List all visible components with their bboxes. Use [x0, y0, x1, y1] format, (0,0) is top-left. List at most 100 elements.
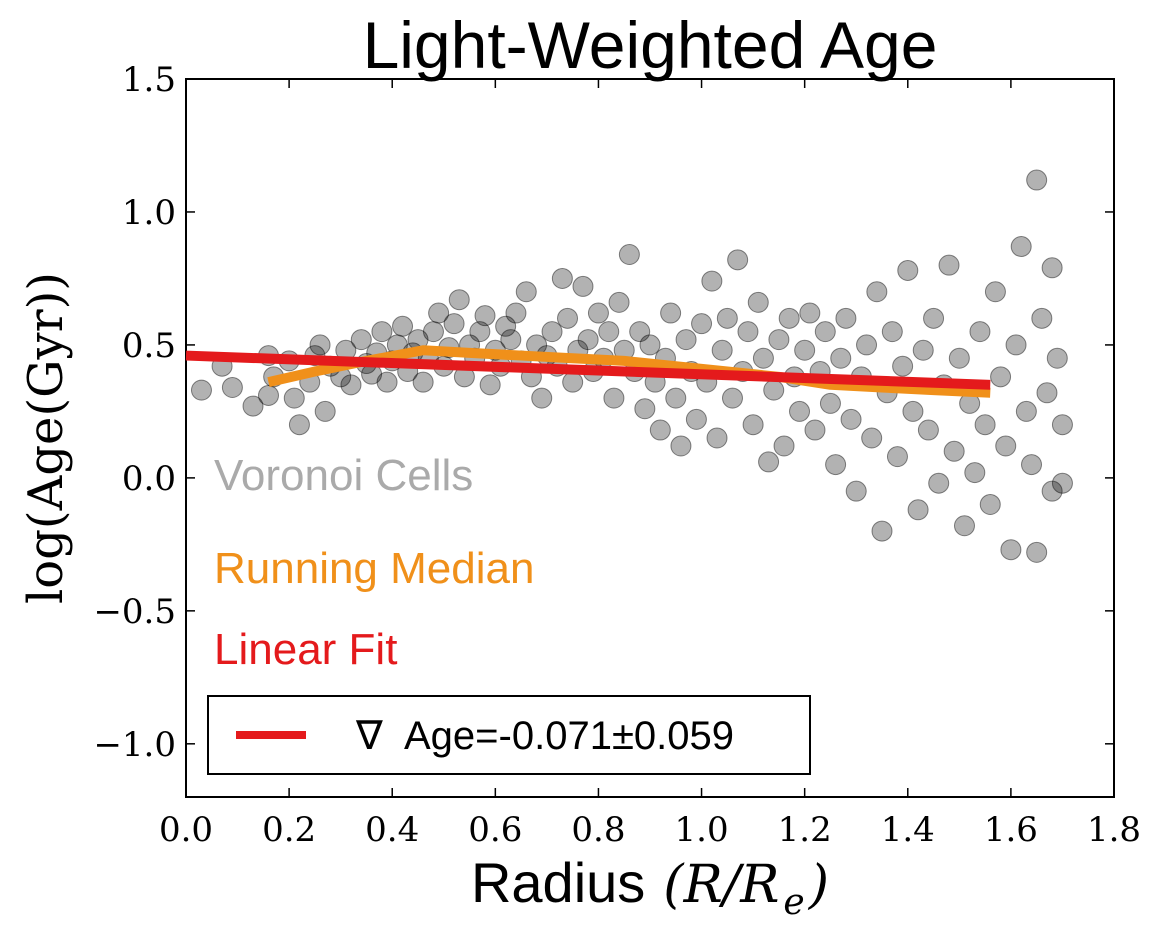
scatter-point: [871, 520, 893, 542]
series-lines: [185, 345, 991, 398]
scatter-point: [845, 480, 867, 502]
scatter-point: [309, 334, 331, 356]
scatter-point: [1041, 257, 1063, 279]
scatter-point: [1021, 454, 1043, 476]
scatter-point: [649, 419, 671, 441]
scatter-point: [917, 419, 939, 441]
scatter-point: [727, 249, 749, 271]
scatter-point: [474, 305, 496, 327]
scatter-point: [912, 339, 934, 361]
y-axis-label: log(Age(Gyr)): [18, 272, 74, 604]
scatter-point: [830, 347, 852, 369]
scatter-point: [902, 400, 924, 422]
scatter-point: [742, 414, 764, 436]
chart-title: Light-Weighted Age: [363, 8, 938, 82]
scatter-point: [350, 329, 372, 351]
scatter-point: [1051, 472, 1073, 494]
x-tick-label: 1.2: [778, 810, 832, 850]
running-median-line: [267, 345, 991, 398]
x-axis-label-subscript: e: [783, 882, 804, 923]
scatter-point: [1051, 414, 1073, 436]
svg-text:Radius (R/R e: Radius (R/R e ): [471, 851, 829, 923]
scatter-point: [422, 321, 444, 343]
scatter-point: [928, 472, 950, 494]
linear-fit-line: [185, 350, 991, 390]
legend-box: [207, 695, 811, 775]
x-tick-label: 1.0: [675, 810, 729, 850]
y-tick-label: 0.5: [122, 326, 176, 366]
scatter-point: [814, 321, 836, 343]
y-tick-label: 0.0: [122, 459, 176, 499]
scatter-point: [1041, 480, 1063, 502]
scatter-point: [1015, 400, 1037, 422]
scatter-point: [1005, 334, 1027, 356]
y-tick-label: 1.0: [122, 193, 176, 233]
scatter-point: [428, 302, 450, 324]
scatter-point: [283, 387, 305, 409]
x-axis-label-text: Radius: [471, 851, 645, 914]
y-tick-label: −0.5: [93, 592, 176, 632]
scatter-point: [758, 451, 780, 473]
scatter-point: [443, 313, 465, 335]
scatter-point: [923, 307, 945, 329]
legend: ∇ Age=-0.071±0.059: [207, 695, 811, 775]
scatter-point: [577, 329, 599, 351]
scatter-point: [964, 462, 986, 484]
x-axis-label: Radius (R/R e ): [471, 851, 829, 923]
scatter-point: [1026, 169, 1048, 191]
scatter-point: [505, 302, 527, 324]
scatter-point: [371, 321, 393, 343]
scatter-point: [551, 267, 573, 289]
scatter-point: [541, 321, 563, 343]
scatter-point: [515, 281, 537, 303]
scatter-point: [675, 329, 697, 351]
scatter-point: [660, 302, 682, 324]
scatter-point: [701, 270, 723, 292]
scatter-point: [557, 307, 579, 329]
scatter-point: [866, 281, 888, 303]
legend-label: Age=-0.071±0.059: [404, 714, 734, 758]
scatter-point: [984, 281, 1006, 303]
scatter-point: [861, 427, 883, 449]
scatter-point: [685, 408, 707, 430]
scatter-point: [794, 339, 816, 361]
x-tick-label: 0.0: [159, 810, 213, 850]
plot-area: [185, 78, 1115, 798]
scatter-point: [190, 379, 212, 401]
annotation-linear-fit: Linear Fit: [214, 625, 397, 674]
scatter-point: [953, 515, 975, 537]
scatter-point: [479, 374, 501, 396]
scatter-point: [995, 435, 1017, 457]
scatter-point: [907, 499, 929, 521]
x-tick-label: 0.2: [262, 810, 316, 850]
scatter-point: [257, 384, 279, 406]
scatter-point: [629, 321, 651, 343]
scatter-point: [1000, 539, 1022, 561]
x-tick-label: 1.4: [881, 810, 935, 850]
scatter-point: [242, 395, 264, 417]
scatter-point: [706, 427, 728, 449]
scatter-point: [670, 435, 692, 457]
scatter-point: [773, 435, 795, 457]
x-tick-label: 1.6: [984, 810, 1038, 850]
scatter-point: [804, 419, 826, 441]
scatter-point: [618, 244, 640, 266]
scatter-point: [562, 371, 584, 393]
scatter-point: [531, 387, 553, 409]
scatter-point: [856, 334, 878, 356]
scatter-point: [943, 440, 965, 462]
x-axis-label-close: ): [808, 855, 829, 915]
scatter-point: [587, 302, 609, 324]
scatter-point: [789, 400, 811, 422]
scatter-point: [1046, 347, 1068, 369]
scatter-point: [639, 334, 661, 356]
scatter-point: [392, 315, 414, 337]
scatter-point: [665, 387, 687, 409]
scatter-point: [376, 371, 398, 393]
scatter-point: [691, 313, 713, 335]
x-tick-label: 0.8: [571, 810, 625, 850]
annotation-running-median: Running Median: [214, 544, 534, 593]
scatter-point: [737, 321, 759, 343]
scatter-point: [974, 414, 996, 436]
x-tick-label: 0.6: [468, 810, 522, 850]
